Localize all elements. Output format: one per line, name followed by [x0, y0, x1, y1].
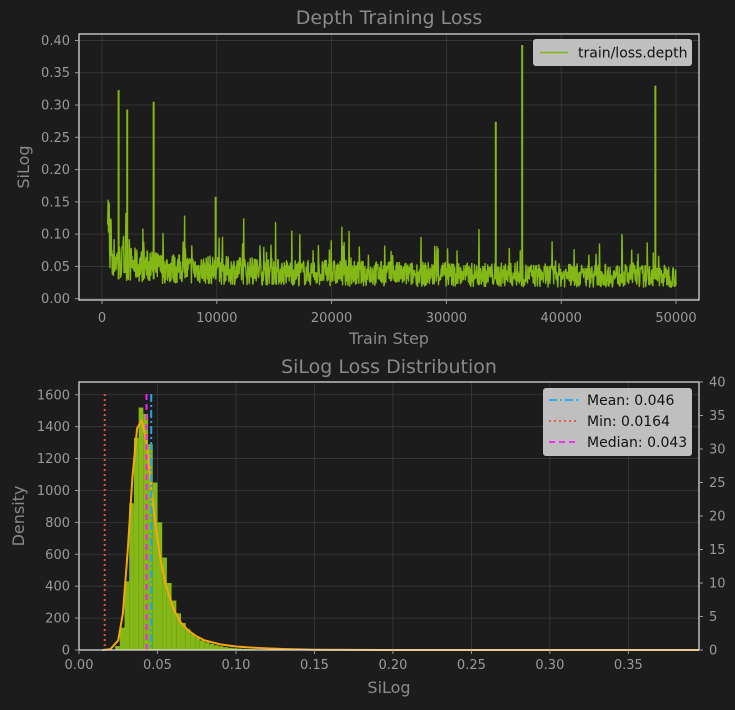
legend-label: train/loss.depth — [578, 46, 688, 62]
y-tick-label: 0.40 — [41, 34, 70, 49]
y-tick-label: 0.20 — [41, 163, 70, 178]
y2-tick-label: 10 — [709, 577, 726, 592]
x-tick-label: 0.15 — [300, 658, 329, 673]
y2-tick-label: 0 — [709, 644, 717, 659]
y-tick-label: 600 — [45, 548, 70, 563]
histogram-bar — [214, 645, 219, 650]
y-tick-label: 0.05 — [41, 260, 70, 275]
y-tick-label: 800 — [45, 516, 70, 531]
y-tick-label: 0.00 — [41, 292, 70, 307]
histogram-bar — [205, 642, 210, 650]
x-tick-label: 0 — [98, 311, 106, 326]
loss-chart: 0 10000 20000 30000 40000 50000 0.00 0.05 0.10 0.… — [14, 7, 699, 348]
x-tick-label: 50000 — [655, 311, 696, 326]
x-tick-label: 0.05 — [143, 658, 172, 673]
x-tick-label: 0.30 — [535, 658, 564, 673]
distribution-x-axis-label: SiLog — [367, 678, 410, 697]
distribution-legend: Mean: 0.046 Min: 0.0164 Median: 0.043 — [543, 388, 692, 456]
y2-tick-label: 35 — [709, 409, 726, 424]
loss-y-axis-label: SiLog — [14, 145, 33, 188]
y-tick-label: 400 — [45, 580, 70, 595]
x-tick-label: 0.20 — [378, 658, 407, 673]
y-tick-label: 0.15 — [41, 195, 70, 210]
distribution-chart-title: SiLog Loss Distribution — [281, 356, 497, 378]
loss-chart-title: Depth Training Loss — [296, 7, 483, 29]
y-tick-label: 0.25 — [41, 131, 70, 146]
y-tick-label: 0 — [62, 644, 70, 659]
y2-tick-label: 20 — [709, 510, 726, 525]
loss-legend: train/loss.depth — [533, 39, 692, 66]
y2-tick-label: 15 — [709, 543, 726, 558]
legend-label: Mean: 0.046 — [587, 393, 674, 409]
loss-series-line — [108, 200, 676, 287]
x-tick-label: 40000 — [541, 311, 582, 326]
y2-tick-label: 30 — [709, 443, 726, 458]
y-tick-label: 1200 — [37, 452, 70, 467]
x-tick-label: 0.25 — [457, 658, 486, 673]
y-tick-label: 1000 — [37, 484, 70, 499]
loss-x-axis-label: Train Step — [348, 329, 429, 348]
y-tick-label: 200 — [45, 612, 70, 627]
histogram-bar — [134, 438, 139, 650]
histogram-bar — [190, 634, 195, 650]
histogram-bar — [200, 640, 205, 650]
y-tick-label: 1600 — [37, 388, 70, 403]
legend-label: Min: 0.0164 — [587, 414, 670, 430]
x-tick-label: 0.35 — [614, 658, 643, 673]
histogram-bar — [195, 637, 200, 650]
x-tick-label: 0.00 — [65, 658, 94, 673]
y-tick-label: 1400 — [37, 420, 70, 435]
y2-tick-label: 25 — [709, 476, 726, 491]
y-tick-label: 0.30 — [41, 99, 70, 114]
x-tick-label: 20000 — [311, 311, 352, 326]
histogram-bar — [209, 644, 214, 650]
y-tick-label: 0.35 — [41, 66, 70, 81]
x-tick-label: 0.10 — [221, 658, 250, 673]
y-tick-label: 0.10 — [41, 228, 70, 243]
x-tick-label: 10000 — [196, 311, 237, 326]
distribution-y-axis-label: Density — [9, 486, 28, 547]
x-tick-label: 30000 — [426, 311, 467, 326]
y2-tick-label: 40 — [709, 376, 726, 391]
y2-tick-label: 5 — [709, 610, 717, 625]
legend-label: Median: 0.043 — [587, 435, 687, 451]
histogram-bar — [139, 408, 144, 650]
